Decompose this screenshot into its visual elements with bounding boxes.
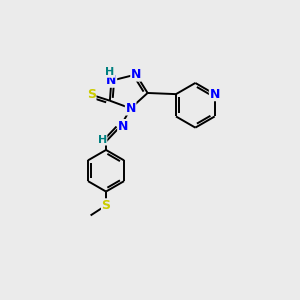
Text: S: S — [87, 88, 96, 101]
Text: N: N — [209, 88, 220, 100]
Text: N: N — [106, 74, 117, 87]
Text: N: N — [131, 68, 141, 81]
Text: H: H — [105, 67, 115, 77]
Text: S: S — [101, 199, 110, 212]
Text: H: H — [98, 135, 107, 145]
Text: N: N — [125, 102, 136, 115]
Text: N: N — [118, 120, 128, 133]
